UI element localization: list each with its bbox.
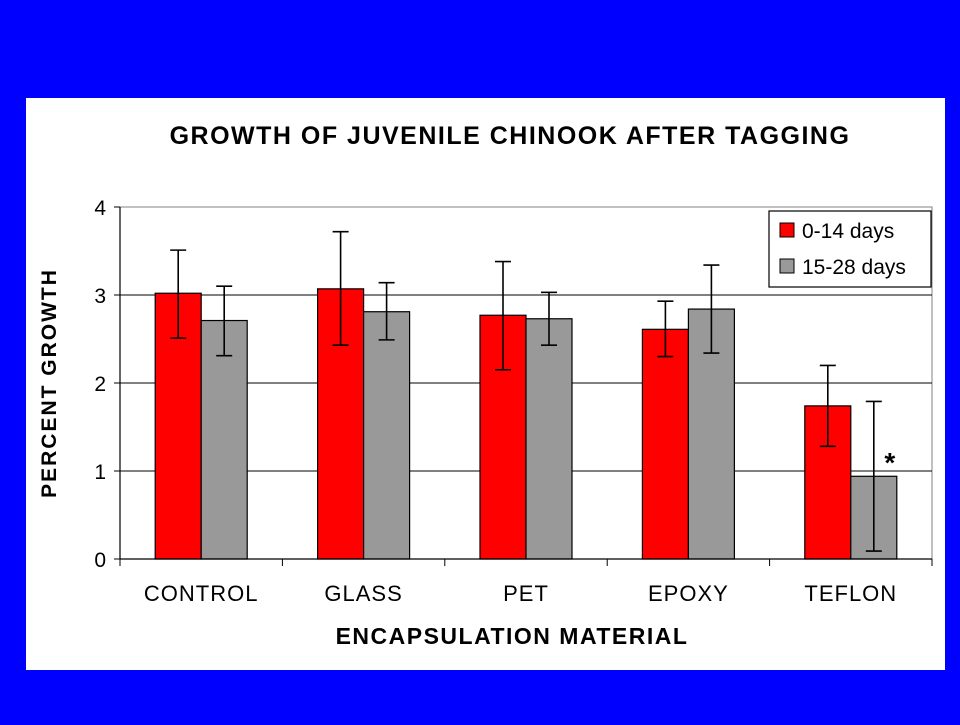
x-tick-label: PET	[503, 581, 549, 606]
bar	[200, 319, 248, 560]
legend-label: 15-28 days	[802, 256, 906, 279]
y-tick-label: 3	[94, 285, 106, 308]
bar	[363, 311, 411, 560]
bar	[641, 328, 690, 560]
x-tick-label: GLASS	[324, 581, 402, 606]
annotations: *	[884, 447, 895, 478]
axes: 0 1 2 3 4 CONTROL GLASS PET EPOXY TEFLON	[94, 197, 933, 606]
legend-swatch	[779, 222, 795, 238]
y-tick-label: 4	[94, 197, 106, 220]
legend-label: 0-14 days	[802, 220, 894, 243]
y-axis-label: PERCENT GROWTH	[38, 268, 61, 498]
x-tick-label: TEFLON	[804, 581, 897, 606]
bar	[525, 318, 573, 560]
legend-swatch	[779, 258, 795, 274]
error-bars	[170, 230, 882, 552]
legend: 0-14 days 15-28 days	[768, 210, 932, 288]
legend-box	[768, 210, 932, 288]
y-tick-label: 0	[94, 549, 106, 572]
y-tick-label: 1	[94, 461, 106, 484]
significance-asterisk: *	[884, 447, 895, 478]
x-tick-label: CONTROL	[144, 581, 259, 606]
x-axis-label: ENCAPSULATION MATERIAL	[336, 623, 689, 649]
chart-title: GROWTH OF JUVENILE CHINOOK AFTER TAGGING	[170, 122, 851, 150]
x-tick-label: EPOXY	[648, 581, 729, 606]
y-tick-label: 2	[94, 373, 106, 396]
